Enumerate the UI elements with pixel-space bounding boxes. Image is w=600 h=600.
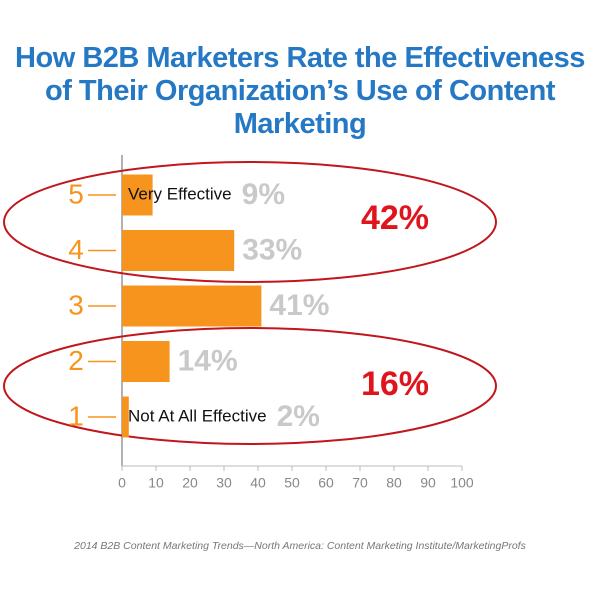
annotation: 42% (361, 199, 429, 237)
bar (122, 396, 129, 438)
y-tick-label: 2 (68, 345, 84, 376)
bar (122, 285, 262, 327)
y-tick-label: 5 (68, 178, 84, 209)
x-tick-label: 70 (352, 475, 368, 491)
x-tick-label: 50 (284, 475, 300, 491)
chart-title: How B2B Marketers Rate the Effectiveness… (15, 42, 585, 140)
x-tick-label: 60 (318, 475, 334, 491)
bar (122, 230, 235, 271)
x-tick-label: 40 (250, 475, 266, 491)
x-tick-label: 90 (420, 475, 436, 491)
x-tick-label: 20 (182, 475, 198, 491)
x-tick-label: 100 (450, 475, 474, 491)
highlight-ellipse (3, 161, 497, 283)
bar (122, 341, 170, 382)
x-tick-label: 30 (216, 475, 232, 491)
bar (122, 174, 153, 216)
annotation: 16% (361, 365, 429, 403)
y-tick-label: 4 (68, 234, 84, 265)
value-label: 33% (242, 233, 302, 266)
value-label: 9% (242, 178, 285, 211)
y-tick-label: 3 (68, 289, 84, 320)
y-tick-label: 1 (68, 400, 84, 431)
bar-label: Not At All Effective (128, 406, 267, 425)
bar-label: Very Effective (128, 184, 232, 203)
x-tick-label: 80 (386, 475, 402, 491)
x-tick-label: 0 (118, 475, 126, 491)
value-label: 2% (277, 400, 320, 433)
value-label: 41% (269, 289, 329, 322)
source: 2014 B2B Content Marketing Trends—North … (73, 540, 526, 552)
value-label: 14% (178, 344, 238, 377)
x-tick-label: 10 (148, 475, 164, 491)
highlight-ellipse (3, 327, 497, 445)
